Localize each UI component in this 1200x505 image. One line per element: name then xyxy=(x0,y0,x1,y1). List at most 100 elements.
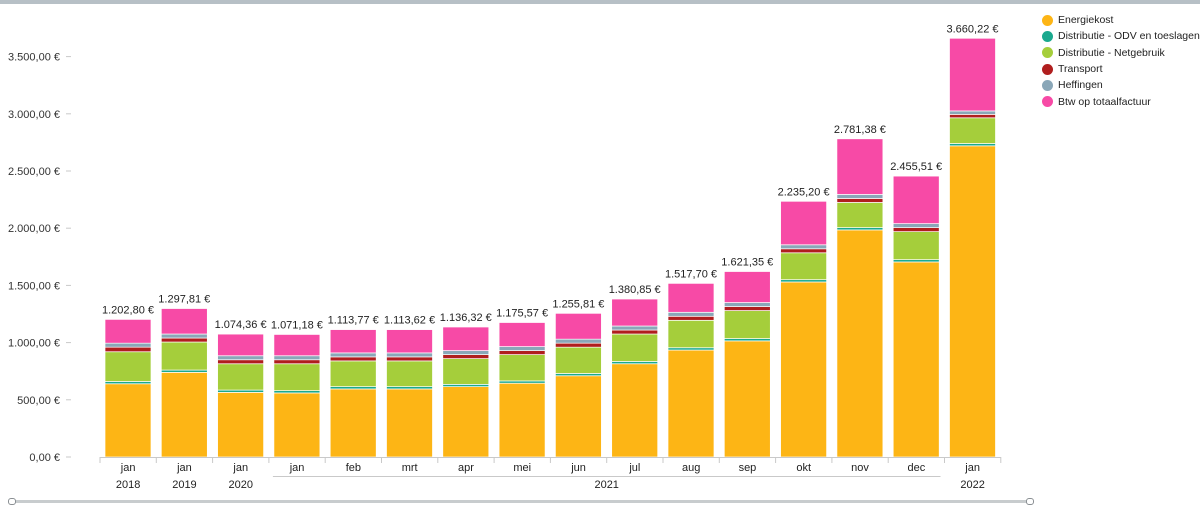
legend-item[interactable]: Distributie - Netgebruik xyxy=(1042,45,1197,61)
bar-segment-5[interactable] xyxy=(217,333,264,357)
bar-segment-2[interactable] xyxy=(498,354,546,382)
bar-segment-5[interactable] xyxy=(836,138,884,195)
bar-segment-4[interactable] xyxy=(667,311,715,317)
bar-segment-2[interactable] xyxy=(667,319,715,349)
bar-segment-5[interactable] xyxy=(949,37,996,112)
legend-swatch-icon xyxy=(1042,30,1053,42)
bar-segment-3[interactable] xyxy=(273,359,321,365)
bar-segment-4[interactable] xyxy=(160,333,208,339)
bar-segment-0[interactable] xyxy=(892,261,940,458)
bar-segment-5[interactable] xyxy=(667,283,715,313)
bar-segment-3[interactable] xyxy=(892,227,940,232)
bar-segment-2[interactable] xyxy=(949,117,996,144)
bar-segment-2[interactable] xyxy=(836,202,884,228)
bar-segment-3[interactable] xyxy=(104,346,152,353)
bar-segment-2[interactable] xyxy=(555,346,602,374)
bar-segment-0[interactable] xyxy=(442,386,490,458)
bar-segment-2[interactable] xyxy=(892,231,940,261)
bar-segment-0[interactable] xyxy=(104,383,152,458)
bar-segment-0[interactable] xyxy=(160,371,208,458)
bar-segment-4[interactable] xyxy=(949,110,996,115)
bar-segment-4[interactable] xyxy=(723,302,771,307)
bar-segment-3[interactable] xyxy=(949,114,996,119)
bar-segment-5[interactable] xyxy=(723,271,771,303)
bar-segment-4[interactable] xyxy=(273,355,321,361)
y-tick-label: 0,00 € xyxy=(29,452,60,464)
bar-segment-0[interactable] xyxy=(273,392,321,458)
bar-segment-5[interactable] xyxy=(442,326,490,351)
legend-item[interactable]: Energiekost xyxy=(1042,12,1197,28)
bar-segment-2[interactable] xyxy=(611,333,659,362)
y-tick-label: 2.000,00 € xyxy=(8,223,60,235)
bar-segment-4[interactable] xyxy=(442,350,490,355)
bar-segment-3[interactable] xyxy=(723,306,771,311)
bar-segment-3[interactable] xyxy=(780,248,827,254)
legend-item[interactable]: Heffingen xyxy=(1042,77,1197,93)
bar-segment-3[interactable] xyxy=(217,359,264,365)
bar-segment-4[interactable] xyxy=(386,352,433,358)
bar-segment-0[interactable] xyxy=(329,388,377,458)
bar-segment-0[interactable] xyxy=(667,349,715,458)
bar-segment-5[interactable] xyxy=(611,298,659,327)
bar-segment-5[interactable] xyxy=(892,175,940,224)
bar-segment-4[interactable] xyxy=(217,355,264,361)
bar-segment-0[interactable] xyxy=(780,281,827,458)
bar-segment-3[interactable] xyxy=(667,315,715,321)
bar-segment-2[interactable] xyxy=(386,360,433,387)
legend-item[interactable]: Distributie - ODV en toeslagen xyxy=(1042,28,1200,44)
bar-segment-5[interactable] xyxy=(386,329,433,354)
legend-swatch-icon xyxy=(1042,14,1053,26)
bar-segment-0[interactable] xyxy=(386,388,433,458)
bar-segment-5[interactable] xyxy=(780,200,827,246)
bar-segment-2[interactable] xyxy=(442,358,490,385)
bar-segment-0[interactable] xyxy=(611,363,659,458)
bar-segment-5[interactable] xyxy=(329,329,377,354)
bar-segment-3[interactable] xyxy=(498,350,546,355)
bar-segment-2[interactable] xyxy=(329,360,377,387)
legend-swatch-icon xyxy=(1042,96,1053,108)
scrollbar-handle-left[interactable] xyxy=(8,498,16,505)
bar-segment-5[interactable] xyxy=(160,308,208,335)
bar-segment-4[interactable] xyxy=(555,338,602,344)
bar-segment-4[interactable] xyxy=(892,223,940,228)
bar-segment-3[interactable] xyxy=(442,354,490,359)
bar-segment-2[interactable] xyxy=(160,341,208,371)
bar-segment-0[interactable] xyxy=(949,145,996,458)
y-tick-label: 2.500,00 € xyxy=(8,166,60,178)
bar-segment-5[interactable] xyxy=(273,334,321,357)
bar-segment-5[interactable] xyxy=(498,322,546,347)
bar-segment-0[interactable] xyxy=(555,375,602,458)
bar-segment-2[interactable] xyxy=(273,363,321,391)
top-border xyxy=(0,0,1200,4)
range-scrollbar[interactable] xyxy=(8,498,1034,505)
bar-segment-5[interactable] xyxy=(555,312,602,340)
bar-segment-0[interactable] xyxy=(217,392,264,458)
bar-segment-4[interactable] xyxy=(780,244,827,250)
scrollbar-track[interactable] xyxy=(14,500,1030,503)
bar-segment-0[interactable] xyxy=(723,340,771,458)
bar-segment-4[interactable] xyxy=(329,352,377,358)
bar-segment-4[interactable] xyxy=(836,194,884,199)
bar-segment-2[interactable] xyxy=(217,363,264,391)
bar-segment-5[interactable] xyxy=(104,319,152,344)
legend-item[interactable]: Transport xyxy=(1042,61,1197,77)
bar-segment-3[interactable] xyxy=(329,356,377,362)
bar-total-label: 2.781,38 € xyxy=(834,124,886,136)
bar-segment-4[interactable] xyxy=(104,342,152,348)
scrollbar-handle-right[interactable] xyxy=(1026,498,1034,505)
bar-segment-2[interactable] xyxy=(780,252,827,281)
bar-segment-2[interactable] xyxy=(723,310,771,339)
bar-segment-0[interactable] xyxy=(498,382,546,458)
legend-label: Energiekost xyxy=(1058,14,1114,27)
bar-segment-4[interactable] xyxy=(498,346,546,351)
bar-segment-3[interactable] xyxy=(611,329,659,335)
bar-segment-3[interactable] xyxy=(386,356,433,362)
bar-segment-3[interactable] xyxy=(836,198,884,203)
bar-segment-3[interactable] xyxy=(555,342,602,348)
bar-segment-2[interactable] xyxy=(104,351,152,382)
year-label: 2021 xyxy=(594,479,618,491)
bar-segment-3[interactable] xyxy=(160,337,208,343)
bar-segment-0[interactable] xyxy=(836,229,884,458)
legend-item[interactable]: Btw op totaalfactuur xyxy=(1042,93,1197,109)
bar-segment-4[interactable] xyxy=(611,325,659,331)
